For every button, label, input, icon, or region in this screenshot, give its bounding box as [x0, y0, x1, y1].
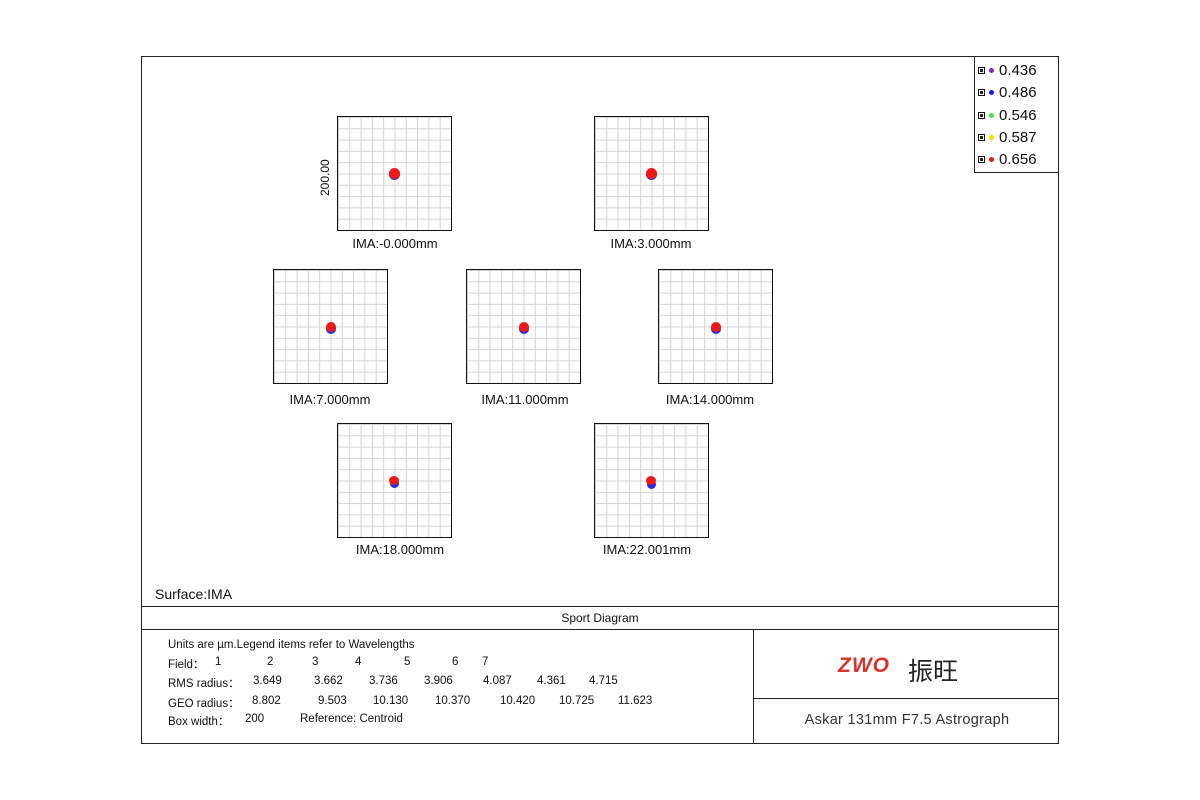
- legend-item[interactable]: 0.587: [975, 127, 1060, 149]
- field-value: 6: [452, 656, 459, 668]
- spot-red: [711, 322, 721, 332]
- spot-red: [646, 168, 657, 179]
- diagram-title: Sport Diagram: [561, 611, 639, 625]
- legend-label: 0.656: [999, 151, 1037, 168]
- reference-text: Reference: Centroid: [300, 713, 403, 725]
- dot-icon: [989, 90, 994, 95]
- checkbox-icon[interactable]: [978, 67, 985, 74]
- dot-icon: [989, 113, 994, 118]
- spot-red: [389, 168, 400, 179]
- logo-en: ZWO: [838, 654, 890, 677]
- spot-box-field-2: [594, 116, 709, 231]
- field-label: IMA:7.000mm: [289, 392, 371, 407]
- geo-value: 8.802: [252, 695, 281, 707]
- dot-icon: [989, 135, 994, 140]
- rms-label: RMS radius：: [168, 678, 240, 690]
- field-value: 1: [215, 656, 222, 668]
- units-text: Units are µm.Legend items refer to Wavel…: [168, 639, 415, 651]
- spot-red: [519, 322, 529, 332]
- legend-item[interactable]: 0.436: [975, 60, 1060, 82]
- field-label: IMA:-0.000mm: [352, 236, 438, 251]
- checkbox-icon[interactable]: [978, 112, 985, 119]
- rms-value: 3.906: [424, 675, 453, 687]
- checkbox-icon[interactable]: [978, 134, 985, 141]
- field-row-label: Field：: [168, 659, 205, 671]
- rms-value: 4.087: [483, 675, 512, 687]
- geo-value: 11.623: [618, 695, 653, 707]
- rms-value: 3.662: [314, 675, 343, 687]
- spot-box-field-1: [337, 116, 452, 231]
- checkbox-icon[interactable]: [978, 89, 985, 96]
- legend-label: 0.486: [999, 84, 1037, 101]
- dot-icon: [989, 157, 994, 162]
- dot-icon: [989, 68, 994, 73]
- spot-box-field-7: [594, 423, 709, 538]
- legend-label: 0.436: [999, 62, 1037, 79]
- legend-item[interactable]: 0.546: [975, 105, 1060, 127]
- surface-label: Surface:IMA: [155, 586, 233, 602]
- spot-red: [326, 322, 336, 332]
- geo-value: 10.725: [559, 695, 595, 707]
- spot-box-field-3: [273, 269, 388, 384]
- divider: [142, 606, 1058, 607]
- divider: [753, 629, 754, 744]
- diagram-frame: [141, 56, 1059, 744]
- box-width-label: Box width：: [168, 716, 230, 728]
- checkbox-icon[interactable]: [978, 156, 985, 163]
- geo-value: 10.130: [373, 695, 409, 707]
- product-name: Askar 131mm F7.5 Astrograph: [804, 712, 1010, 728]
- spot-box-field-5: [658, 269, 773, 384]
- scale-label: 200.00: [318, 159, 332, 196]
- field-value: 3: [312, 656, 319, 668]
- wavelength-legend: 0.436 0.486 0.546 0.587 0.656: [974, 57, 1059, 173]
- brand-logo: ZWO 振旺: [838, 652, 978, 686]
- field-value: 4: [355, 656, 362, 668]
- legend-item[interactable]: 0.656: [975, 149, 1060, 171]
- legend-item[interactable]: 0.486: [975, 82, 1060, 104]
- field-label: IMA:14.000mm: [665, 392, 755, 407]
- field-value: 5: [404, 656, 411, 668]
- rms-value: 4.715: [589, 675, 618, 687]
- geo-value: 10.420: [500, 695, 536, 707]
- spot-red: [389, 476, 399, 485]
- spot-box-field-4: [466, 269, 581, 384]
- rms-value: 3.649: [253, 675, 282, 687]
- legend-label: 0.587: [999, 129, 1037, 146]
- divider: [754, 698, 1058, 699]
- field-value: 2: [267, 656, 274, 668]
- field-label: IMA:11.000mm: [481, 392, 569, 407]
- divider: [142, 629, 1058, 630]
- field-label: IMA:22.001mm: [602, 542, 692, 557]
- geo-label: GEO radius：: [168, 698, 240, 710]
- geo-value: 10.370: [435, 695, 471, 707]
- rms-value: 3.736: [369, 675, 398, 687]
- rms-value: 4.361: [537, 675, 566, 687]
- field-label: IMA:18.000mm: [355, 542, 445, 557]
- field-value: 7: [482, 656, 489, 668]
- legend-label: 0.546: [999, 107, 1037, 124]
- spot-red: [646, 476, 656, 485]
- box-width-value: 200: [245, 713, 265, 725]
- field-label: IMA:3.000mm: [610, 236, 692, 251]
- spot-box-field-6: [337, 423, 452, 538]
- logo-cn: 振旺: [908, 657, 959, 686]
- geo-value: 9.503: [318, 695, 347, 707]
